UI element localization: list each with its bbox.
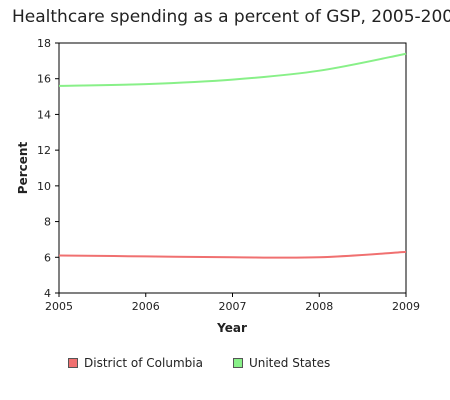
legend-swatch <box>68 358 78 368</box>
y-axis-ticks: 4 6 8 10 12 14 16 18 <box>37 37 59 300</box>
legend-label: United States <box>248 356 331 370</box>
legend: District of Columbia United States <box>68 356 330 370</box>
y-tick-label: 14 <box>37 108 51 121</box>
y-tick-label: 18 <box>37 37 51 50</box>
series-line-united-states[interactable] <box>58 52 407 87</box>
chart-title: Healthcare spending as a percent of GSP,… <box>12 7 450 27</box>
x-tick-label: 2008 <box>305 300 333 313</box>
y-axis-title: Percent <box>16 142 30 195</box>
series-lines <box>58 52 407 259</box>
y-tick-label: 6 <box>44 251 51 264</box>
legend-item-united-states[interactable]: United States <box>232 356 331 370</box>
x-axis-title: Year <box>216 321 247 335</box>
x-axis-ticks: 2005 2006 2007 2008 2009 <box>45 293 420 313</box>
series-line-district-of-columbia[interactable] <box>58 250 407 259</box>
x-tick-label: 2009 <box>392 300 420 313</box>
legend-label: District of Columbia <box>84 356 203 370</box>
y-tick-label: 8 <box>44 216 51 229</box>
x-tick-label: 2005 <box>45 300 73 313</box>
y-tick-label: 4 <box>44 287 51 300</box>
legend-item-district-of-columbia[interactable]: District of Columbia <box>68 356 203 370</box>
y-tick-label: 12 <box>37 144 51 157</box>
x-tick-label: 2006 <box>132 300 160 313</box>
y-tick-label: 16 <box>37 73 51 86</box>
x-tick-label: 2007 <box>219 300 247 313</box>
legend-swatch <box>232 358 243 368</box>
y-tick-label: 10 <box>37 180 51 193</box>
